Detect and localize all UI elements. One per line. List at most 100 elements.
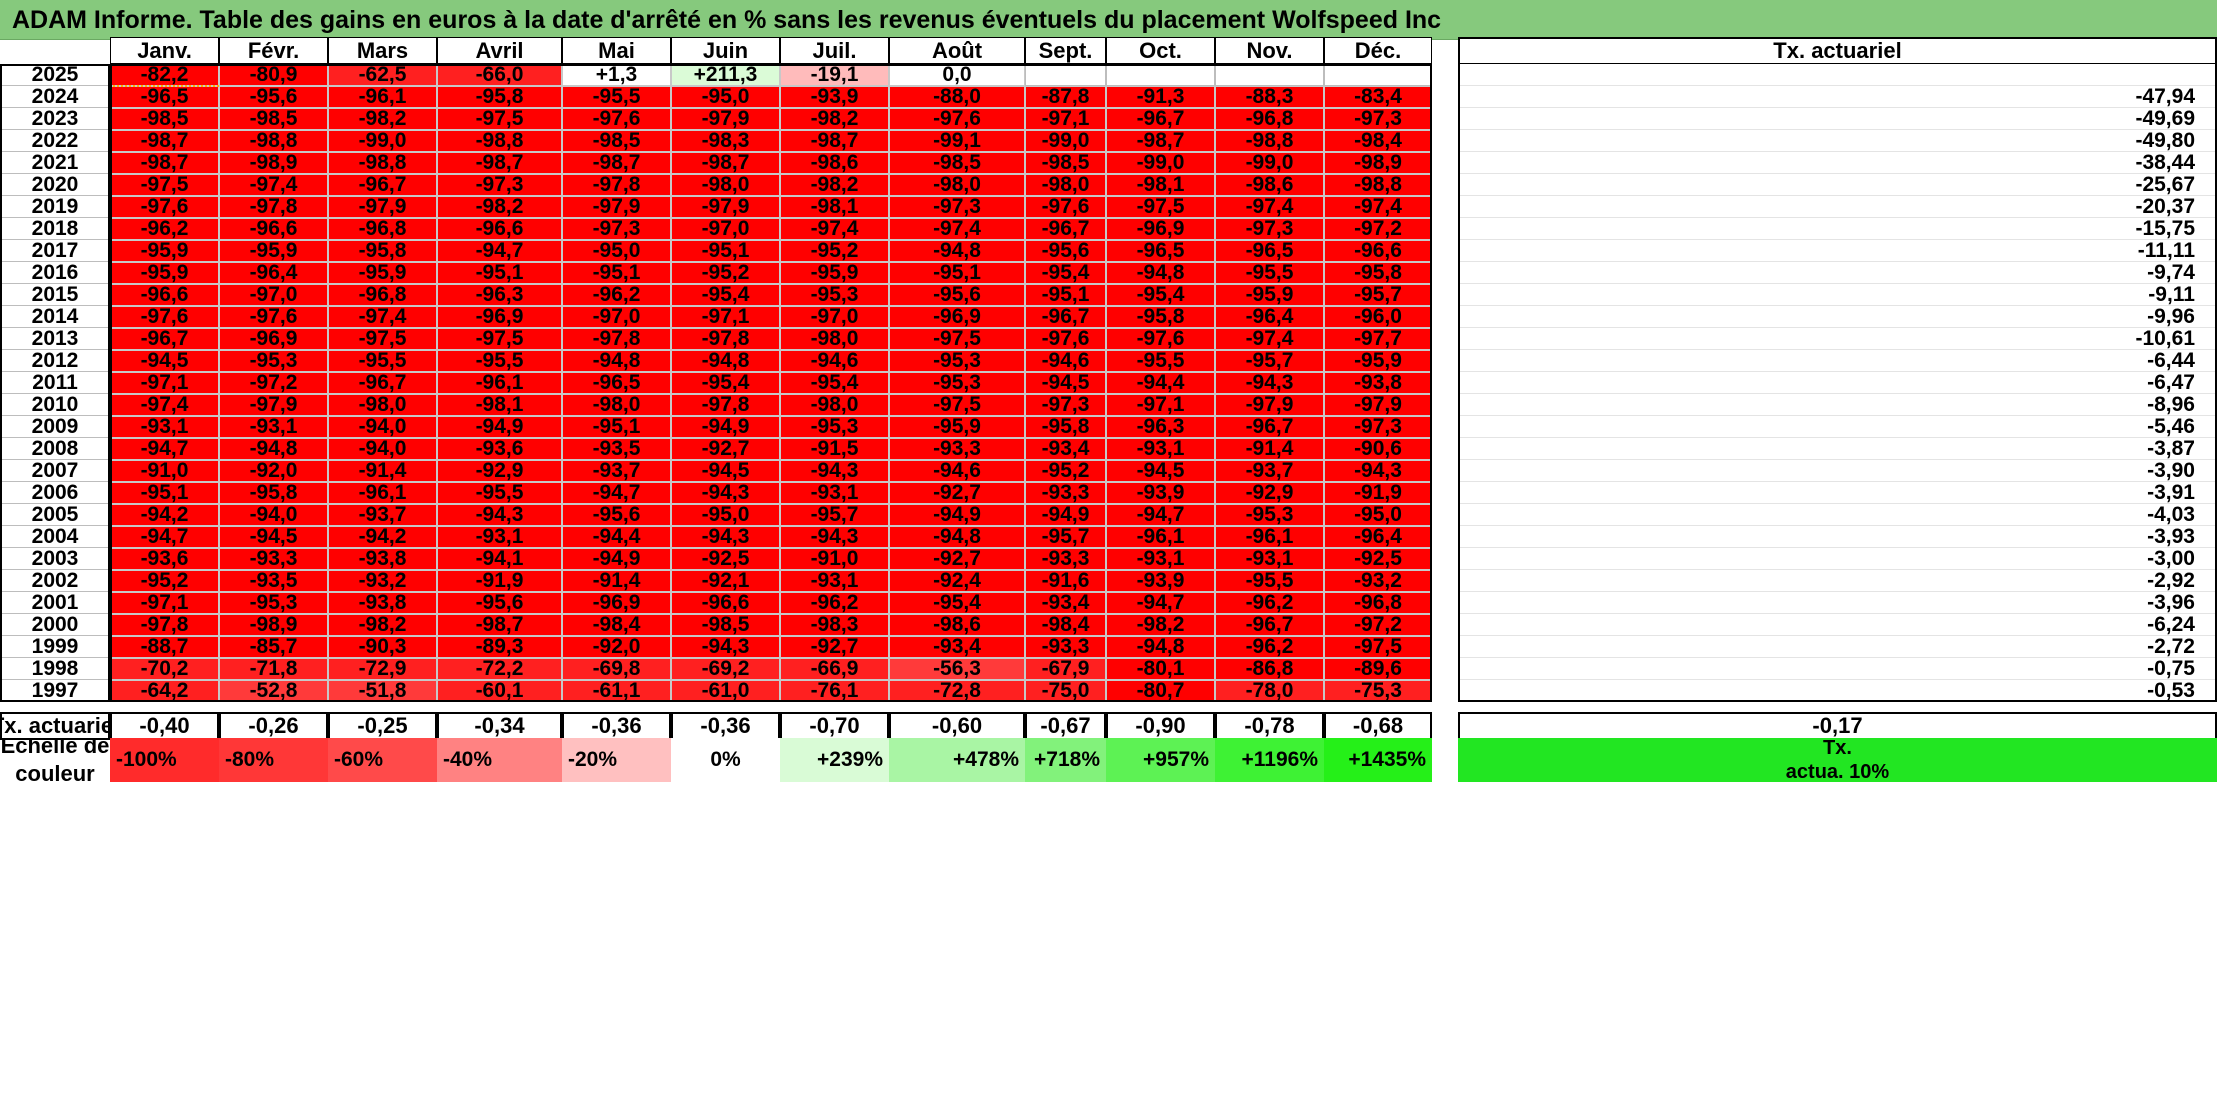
table-cell[interactable]: -95,8 bbox=[1025, 416, 1106, 438]
table-cell[interactable]: -92,4 bbox=[889, 570, 1025, 592]
table-cell[interactable]: -96,8 bbox=[1324, 592, 1432, 614]
table-cell[interactable]: -96,2 bbox=[110, 218, 219, 240]
table-cell[interactable]: -95,8 bbox=[219, 482, 328, 504]
table-cell[interactable]: -97,6 bbox=[219, 306, 328, 328]
table-cell[interactable]: -96,5 bbox=[1106, 240, 1215, 262]
table-cell[interactable]: -98,3 bbox=[671, 130, 780, 152]
table-cell[interactable]: -95,9 bbox=[110, 240, 219, 262]
table-cell[interactable]: -99,0 bbox=[1025, 130, 1106, 152]
table-cell[interactable]: -94,3 bbox=[1324, 460, 1432, 482]
table-cell[interactable]: -95,2 bbox=[780, 240, 889, 262]
table-cell[interactable]: -60,1 bbox=[437, 680, 562, 702]
table-cell[interactable]: -97,3 bbox=[889, 196, 1025, 218]
table-cell[interactable]: -93,9 bbox=[780, 86, 889, 108]
table-cell[interactable]: -97,3 bbox=[562, 218, 671, 240]
table-cell[interactable]: -76,1 bbox=[780, 680, 889, 702]
table-cell[interactable]: -95,8 bbox=[1324, 262, 1432, 284]
table-cell[interactable]: -95,7 bbox=[1025, 526, 1106, 548]
table-cell[interactable]: -94,0 bbox=[328, 416, 437, 438]
table-cell[interactable]: -97,8 bbox=[110, 614, 219, 636]
table-cell[interactable]: -95,4 bbox=[671, 372, 780, 394]
table-cell[interactable]: -93,1 bbox=[780, 482, 889, 504]
table-cell[interactable]: -97,4 bbox=[889, 218, 1025, 240]
table-cell[interactable]: -97,1 bbox=[671, 306, 780, 328]
table-cell[interactable]: -94,5 bbox=[219, 526, 328, 548]
table-cell[interactable]: -97,8 bbox=[671, 394, 780, 416]
table-cell[interactable]: -66,9 bbox=[780, 658, 889, 680]
table-cell[interactable]: -70,2 bbox=[110, 658, 219, 680]
table-cell[interactable]: -94,3 bbox=[780, 460, 889, 482]
table-cell[interactable]: -97,3 bbox=[1215, 218, 1324, 240]
table-cell[interactable]: -96,1 bbox=[1215, 526, 1324, 548]
table-cell[interactable] bbox=[1025, 64, 1106, 86]
table-cell[interactable]: -92,0 bbox=[219, 460, 328, 482]
table-cell[interactable]: -98,9 bbox=[1324, 152, 1432, 174]
table-cell[interactable]: -97,4 bbox=[328, 306, 437, 328]
table-cell[interactable]: -95,9 bbox=[1324, 350, 1432, 372]
table-cell[interactable]: -97,2 bbox=[1324, 614, 1432, 636]
table-cell[interactable]: -95,5 bbox=[1106, 350, 1215, 372]
table-cell[interactable]: -97,8 bbox=[562, 174, 671, 196]
table-cell[interactable]: -97,5 bbox=[110, 174, 219, 196]
table-cell[interactable]: -72,9 bbox=[328, 658, 437, 680]
table-cell[interactable]: -67,9 bbox=[1025, 658, 1106, 680]
table-cell[interactable]: -98,8 bbox=[437, 130, 562, 152]
table-cell[interactable]: -96,6 bbox=[219, 218, 328, 240]
table-cell[interactable]: -96,2 bbox=[1215, 636, 1324, 658]
table-cell[interactable]: -96,4 bbox=[219, 262, 328, 284]
table-cell[interactable]: -95,3 bbox=[889, 350, 1025, 372]
table-cell[interactable]: -93,3 bbox=[219, 548, 328, 570]
table-cell[interactable]: -99,0 bbox=[1215, 152, 1324, 174]
table-cell[interactable]: -94,4 bbox=[1106, 372, 1215, 394]
table-cell[interactable]: -92,5 bbox=[671, 548, 780, 570]
table-cell[interactable]: -97,8 bbox=[219, 196, 328, 218]
table-cell[interactable]: -98,8 bbox=[219, 130, 328, 152]
table-cell[interactable]: -97,4 bbox=[1215, 328, 1324, 350]
table-cell[interactable]: -97,4 bbox=[1215, 196, 1324, 218]
table-cell[interactable]: -85,7 bbox=[219, 636, 328, 658]
table-cell[interactable]: -98,8 bbox=[1215, 130, 1324, 152]
table-cell[interactable]: -96,3 bbox=[1106, 416, 1215, 438]
table-cell[interactable]: -96,5 bbox=[1215, 240, 1324, 262]
table-cell[interactable]: -61,0 bbox=[671, 680, 780, 702]
table-cell[interactable]: -94,6 bbox=[889, 460, 1025, 482]
table-cell[interactable]: -95,6 bbox=[889, 284, 1025, 306]
table-cell[interactable]: +1,3 bbox=[562, 64, 671, 86]
table-cell[interactable]: -97,2 bbox=[219, 372, 328, 394]
table-cell[interactable]: -90,3 bbox=[328, 636, 437, 658]
table-cell[interactable]: -95,5 bbox=[1215, 570, 1324, 592]
table-cell[interactable]: -95,9 bbox=[780, 262, 889, 284]
table-cell[interactable]: -72,2 bbox=[437, 658, 562, 680]
table-cell[interactable]: -97,1 bbox=[1106, 394, 1215, 416]
table-cell[interactable]: -93,4 bbox=[1025, 438, 1106, 460]
table-cell[interactable]: -93,5 bbox=[219, 570, 328, 592]
table-cell[interactable]: -97,7 bbox=[1324, 328, 1432, 350]
table-cell[interactable]: -97,9 bbox=[1324, 394, 1432, 416]
table-cell[interactable]: -98,5 bbox=[110, 108, 219, 130]
table-cell[interactable]: -94,8 bbox=[889, 240, 1025, 262]
table-cell[interactable]: -97,9 bbox=[328, 196, 437, 218]
table-cell[interactable]: -98,4 bbox=[1025, 614, 1106, 636]
table-cell[interactable]: -96,9 bbox=[437, 306, 562, 328]
table-cell[interactable]: -94,4 bbox=[562, 526, 671, 548]
table-cell[interactable]: -97,9 bbox=[671, 196, 780, 218]
table-cell[interactable]: -97,0 bbox=[562, 306, 671, 328]
table-cell[interactable]: -80,9 bbox=[219, 64, 328, 86]
table-cell[interactable]: -97,5 bbox=[1324, 636, 1432, 658]
table-cell[interactable]: -71,8 bbox=[219, 658, 328, 680]
table-cell[interactable]: -97,9 bbox=[1215, 394, 1324, 416]
table-cell[interactable]: -93,1 bbox=[1106, 438, 1215, 460]
table-cell[interactable]: -94,7 bbox=[110, 526, 219, 548]
table-cell[interactable]: -98,7 bbox=[1106, 130, 1215, 152]
table-cell[interactable]: -98,3 bbox=[780, 614, 889, 636]
table-cell[interactable]: -72,8 bbox=[889, 680, 1025, 702]
table-cell[interactable]: -93,6 bbox=[437, 438, 562, 460]
table-cell[interactable]: -75,0 bbox=[1025, 680, 1106, 702]
table-cell[interactable]: -98,6 bbox=[780, 152, 889, 174]
table-cell[interactable]: -94,9 bbox=[437, 416, 562, 438]
table-cell[interactable]: -96,9 bbox=[1106, 218, 1215, 240]
table-cell[interactable]: -93,2 bbox=[328, 570, 437, 592]
table-cell[interactable]: -94,7 bbox=[437, 240, 562, 262]
table-cell[interactable]: -98,5 bbox=[1025, 152, 1106, 174]
table-cell[interactable]: -98,8 bbox=[328, 152, 437, 174]
